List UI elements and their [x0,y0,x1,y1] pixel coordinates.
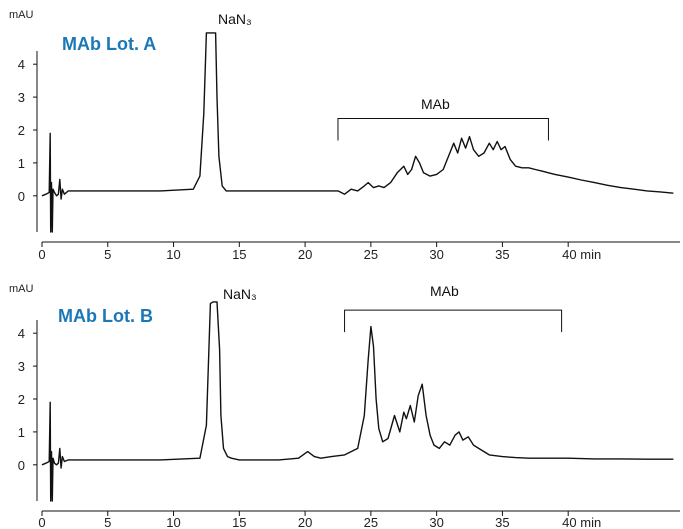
x-tick-label: 15 [232,515,246,529]
y-unit-label: mAU [9,283,34,295]
x-tick-label: 0 [38,247,45,262]
chart-title: MAb Lot. A [62,34,156,54]
series-layer [41,301,674,502]
x-tick-label: 10 [166,515,180,529]
x-tick-label: 10 [166,247,180,262]
chart-panel-lot-b: mAU MAb Lot. B NaN₃ MAb 0 1 2 3 4 0 5 10 15 20 25 3… [9,283,680,529]
series-line [41,32,674,233]
x-tick-label: 35 [495,247,509,262]
axes: 0 1 2 3 4 0 5 10 15 20 25 30 35 40 min [18,51,680,262]
series-layer [41,32,674,233]
x-tick-label: 40 min [562,515,601,529]
chart-title: MAb Lot. B [58,306,153,326]
peak-label-nan3: NaN₃ [223,286,257,302]
x-tick-label: 25 [364,515,378,529]
y-tick-label: 2 [18,392,25,407]
x-tick-label: 5 [104,515,111,529]
axes: 0 1 2 3 4 0 5 10 15 20 25 30 35 40 min [18,320,680,529]
x-tick-label: 15 [232,247,246,262]
mab-range-bracket [344,309,563,333]
bracket-line [344,309,563,333]
y-tick-label: 1 [18,425,25,440]
chart-panel-lot-a: mAU MAb Lot. A NaN₃ MAb 0 1 2 3 4 0 5 10 15 20 25 3… [9,9,680,262]
x-tick-label: 0 [38,515,45,529]
x-tick-label: 25 [364,247,378,262]
x-tick-label: 40 min [562,247,601,262]
series-line [41,301,674,502]
y-tick-label: 4 [18,57,25,72]
mab-range-bracket [337,117,549,141]
x-tick-label: 20 [298,515,312,529]
y-tick-label: 2 [18,123,25,138]
y-unit-label: mAU [9,9,34,21]
y-tick-label: 4 [18,326,25,341]
x-tick-label: 30 [429,247,443,262]
y-tick-label: 3 [18,90,25,105]
bracket-line [337,117,549,141]
y-tick-label: 0 [18,458,25,473]
x-tick-label: 30 [429,515,443,529]
peak-label-nan3: NaN₃ [218,11,252,27]
x-tick-label: 5 [104,247,111,262]
range-label-mab: MAb [421,96,450,112]
x-tick-label: 20 [298,247,312,262]
y-tick-label: 3 [18,359,25,374]
x-tick-label: 35 [495,515,509,529]
y-tick-label: 1 [18,156,25,171]
y-tick-label: 0 [18,189,25,204]
range-label-mab: MAb [430,283,459,299]
